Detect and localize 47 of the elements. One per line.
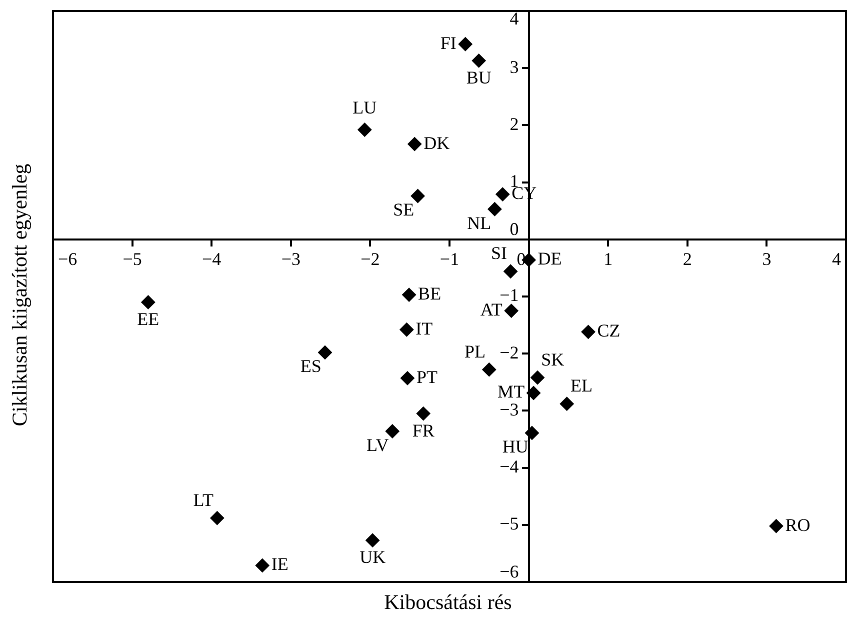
x-tick-label: 2 [682,249,692,270]
x-tick-label: −5 [122,249,142,270]
annotation: SI [490,243,507,264]
annotation: NL [467,212,492,233]
x-axis-title: Kibocsátási rés [383,590,513,615]
annotation: RO [785,514,810,535]
annotation: IE [271,554,288,574]
y-tick-label: −5 [500,514,519,534]
x-tick-label: −6 [58,249,78,270]
annotation: HU [502,436,528,457]
annotation: DK [424,132,450,153]
annotation: AT [480,300,502,320]
y-tick-label: 3 [510,56,519,77]
y-tick-label: −6 [500,562,519,582]
annotation: SK [541,349,564,370]
annotation: UK [360,547,386,568]
y-tick-label: 2 [510,114,519,134]
annotation: FR [412,420,434,440]
x-tick-label: −4 [202,249,222,270]
x-tick-label: −2 [360,249,380,270]
x-tick-label: −3 [281,249,300,270]
x-tick-label: −1 [440,249,460,270]
annotation: PT [416,366,438,387]
annotation: LU [352,98,377,118]
y-tick-label: −3 [500,399,519,420]
annotation: IT [416,318,433,338]
annotation: EE [137,308,160,329]
annotation: SE [393,200,414,220]
annotation: DE [538,248,562,269]
y-tick-label: 0 [510,219,519,240]
annotation: FI [440,32,456,53]
y-tick-label: −4 [500,456,519,477]
y-axis-title: Ciklikusan kiigazított egyenleg [8,164,32,426]
y-tick-label: 4 [510,8,519,29]
annotation: PL [464,341,486,362]
y-tick-label: −2 [500,342,519,362]
annotation: CZ [597,320,620,341]
x-tick-label: 3 [762,249,772,270]
annotation: MT [498,382,525,402]
annotation: BU [466,67,492,88]
annotation: ES [300,356,322,376]
x-tick-label: 4 [832,249,841,270]
annotation: LT [193,490,214,510]
annotation: BE [418,284,442,304]
annotation: EL [570,376,592,396]
annotation: LV [366,434,389,455]
x-tick-label: 1 [604,249,613,270]
